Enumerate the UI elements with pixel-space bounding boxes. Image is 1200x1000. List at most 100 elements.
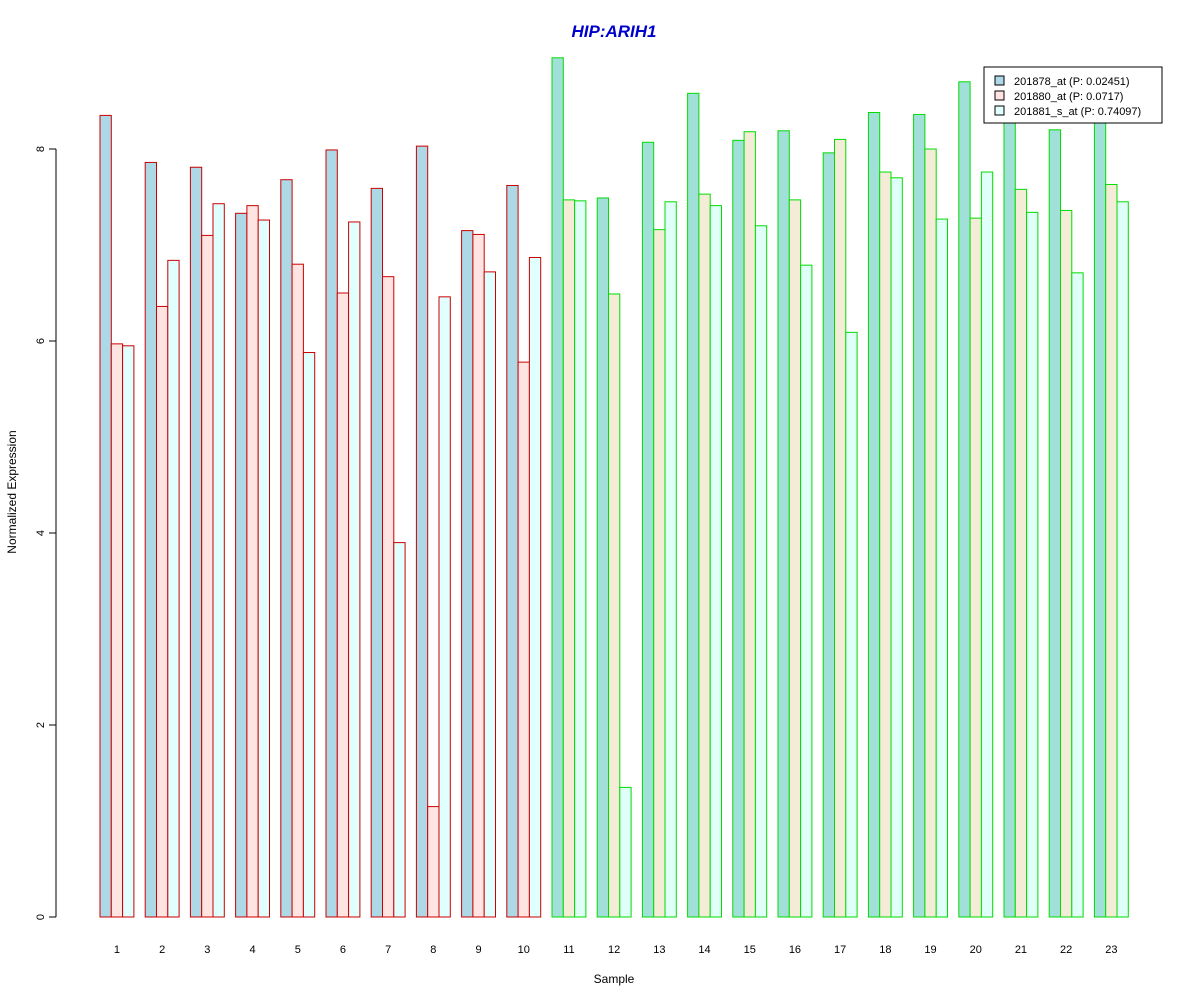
legend-entry: 201880_at (P: 0.0717) bbox=[1014, 91, 1123, 103]
bar-sample-9-series-1 bbox=[461, 230, 474, 918]
bar-sample-18-series-1 bbox=[867, 112, 881, 918]
legend-swatch bbox=[994, 90, 1005, 101]
bar-sample-20-series-1 bbox=[958, 81, 971, 918]
bar-sample-19-series-1 bbox=[913, 113, 926, 918]
bar-sample-12-series-1 bbox=[596, 197, 610, 918]
bar-sample-4-series-2 bbox=[246, 205, 259, 918]
bar-sample-5-series-2 bbox=[291, 263, 304, 918]
y-tick-label: 6 bbox=[35, 338, 47, 344]
bar-sample-14-series-3 bbox=[709, 205, 723, 918]
chart-title: HIP:ARIH1 bbox=[571, 22, 656, 41]
x-tick-label: 2 bbox=[159, 944, 165, 956]
x-tick-label: 17 bbox=[834, 944, 846, 956]
bar-sample-18-series-3 bbox=[890, 177, 903, 918]
bar-sample-19-series-2 bbox=[924, 148, 937, 918]
x-tick-label: 5 bbox=[295, 944, 301, 956]
x-tick-label: 18 bbox=[879, 944, 891, 956]
bar-sample-16-series-2 bbox=[788, 199, 802, 918]
bar-sample-6-series-3 bbox=[348, 221, 361, 918]
bar-sample-18-series-2 bbox=[879, 171, 892, 918]
bar-sample-14-series-2 bbox=[698, 193, 711, 918]
bar-sample-11-series-3 bbox=[574, 200, 587, 918]
bar-sample-21-series-3 bbox=[1026, 211, 1039, 918]
x-tick-label: 11 bbox=[563, 944, 574, 956]
bar-sample-7-series-1 bbox=[370, 187, 384, 918]
bar-sample-21-series-2 bbox=[1014, 188, 1028, 918]
bar-sample-16-series-3 bbox=[800, 264, 813, 918]
legend-swatch bbox=[994, 105, 1005, 116]
bar-sample-22-series-3 bbox=[1071, 272, 1084, 918]
bar-sample-2-series-3 bbox=[167, 259, 180, 918]
bar-sample-5-series-1 bbox=[280, 179, 293, 918]
x-tick-label: 3 bbox=[204, 944, 210, 956]
bar-sample-20-series-2 bbox=[969, 217, 982, 918]
x-tick-label: 23 bbox=[1105, 944, 1117, 956]
legend-entry: 201878_at (P: 0.02451) bbox=[1014, 76, 1130, 88]
bar-sample-17-series-3 bbox=[845, 331, 858, 918]
bar-sample-15-series-1 bbox=[732, 139, 745, 918]
y-tick-label: 2 bbox=[35, 722, 47, 728]
legend-swatch bbox=[994, 75, 1005, 86]
bar-sample-3-series-2 bbox=[201, 234, 214, 918]
bar-sample-17-series-1 bbox=[822, 152, 836, 918]
x-tick-label: 7 bbox=[385, 944, 391, 956]
legend: 201878_at (P: 0.02451) 201880_at (P: 0.07… bbox=[983, 66, 1163, 124]
x-tick-label: 4 bbox=[249, 944, 255, 956]
x-tick-label: 10 bbox=[518, 944, 530, 956]
bar-sample-2-series-1 bbox=[144, 161, 157, 918]
bar-sample-12-series-3 bbox=[619, 786, 632, 918]
bar-sample-1-series-1 bbox=[99, 114, 112, 918]
y-tick-label: 8 bbox=[35, 146, 47, 152]
bar-sample-23-series-1 bbox=[1093, 119, 1107, 918]
legend-entry: 201881_s_at (P: 0.74097) bbox=[1014, 106, 1141, 118]
x-tick-label: 21 bbox=[1015, 944, 1027, 956]
bar-sample-9-series-2 bbox=[472, 233, 485, 918]
bar-sample-21-series-1 bbox=[1003, 120, 1016, 918]
y-tick-label: 0 bbox=[35, 914, 47, 920]
x-axis-label: Sample bbox=[594, 972, 635, 986]
bar-sample-13-series-3 bbox=[664, 201, 677, 918]
bar-sample-11-series-1 bbox=[551, 57, 564, 918]
x-tick-label: 19 bbox=[924, 944, 936, 956]
x-tick-label: 15 bbox=[744, 944, 756, 956]
y-axis: 0 2 4 6 8 bbox=[35, 146, 57, 920]
bar-sample-7-series-3 bbox=[393, 542, 406, 918]
bar-sample-23-series-3 bbox=[1116, 201, 1129, 918]
bar-sample-8-series-1 bbox=[415, 145, 429, 918]
bar-sample-23-series-2 bbox=[1105, 184, 1118, 918]
x-tick-label: 6 bbox=[340, 944, 346, 956]
bar-sample-7-series-2 bbox=[382, 276, 395, 918]
bar-sample-3-series-3 bbox=[212, 203, 225, 918]
bar-sample-1-series-3 bbox=[122, 345, 135, 918]
x-tick-label: 8 bbox=[430, 944, 436, 956]
bar-sample-14-series-1 bbox=[687, 92, 700, 918]
bar-sample-4-series-3 bbox=[257, 219, 271, 918]
x-tick-label: 16 bbox=[789, 944, 801, 956]
bar-sample-1-series-2 bbox=[110, 343, 124, 918]
y-tick-label: 4 bbox=[35, 530, 47, 536]
bar-sample-11-series-2 bbox=[562, 199, 576, 918]
bar-sample-16-series-1 bbox=[777, 130, 790, 918]
bar-sample-13-series-1 bbox=[641, 141, 655, 918]
bar-sample-8-series-3 bbox=[438, 296, 451, 918]
bar-sample-6-series-2 bbox=[336, 292, 350, 918]
x-tick-label: 1 bbox=[114, 944, 120, 956]
y-axis-label: Normalized Expression bbox=[5, 430, 19, 553]
x-tick-label: 22 bbox=[1060, 944, 1072, 956]
bar-sample-9-series-3 bbox=[483, 271, 497, 918]
bar-sample-22-series-2 bbox=[1060, 209, 1073, 918]
x-tick-label: 9 bbox=[475, 944, 481, 956]
bar-sample-2-series-2 bbox=[156, 305, 169, 918]
bars-layer bbox=[99, 57, 1129, 918]
bar-sample-15-series-2 bbox=[743, 131, 756, 918]
x-tick-label: 20 bbox=[970, 944, 982, 956]
bar-sample-10-series-1 bbox=[506, 184, 519, 918]
bar-sample-5-series-3 bbox=[302, 352, 316, 918]
x-tick-label: 14 bbox=[698, 944, 710, 956]
bar-sample-10-series-2 bbox=[517, 361, 530, 918]
bar-sample-12-series-2 bbox=[608, 293, 621, 918]
bar-sample-4-series-1 bbox=[235, 212, 248, 918]
bar-sample-15-series-3 bbox=[754, 225, 768, 918]
bar-sample-22-series-1 bbox=[1048, 129, 1061, 918]
